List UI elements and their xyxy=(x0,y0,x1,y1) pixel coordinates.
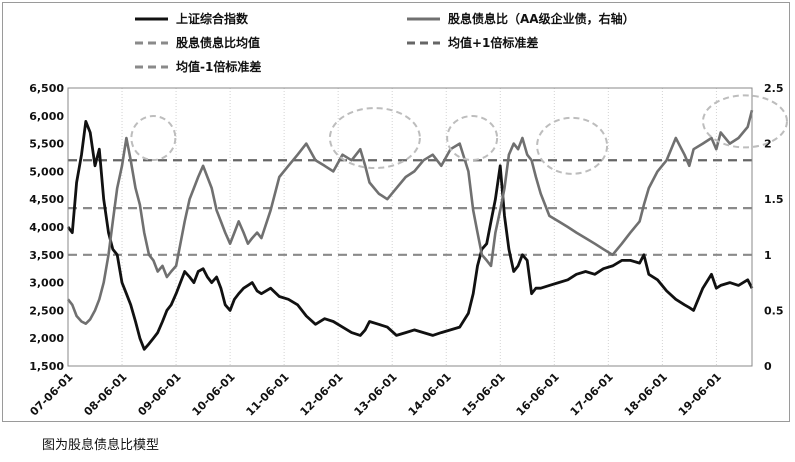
y-right-tick-label: 2 xyxy=(764,138,772,151)
legend-label-ratio: 股息债息比（AA级企业债，右轴） xyxy=(448,11,635,26)
legend-label-shanghai: 上证综合指数 xyxy=(176,11,249,26)
highlight-ellipse xyxy=(701,94,788,149)
y-left-tick-label: 5,000 xyxy=(29,165,64,178)
x-tick-label: 17-06-01 xyxy=(568,370,616,418)
y-right-tick-label: 1 xyxy=(764,249,772,262)
plot-area xyxy=(67,87,753,367)
y-right-tick-label: 1.5 xyxy=(764,193,784,206)
y-left-tick-label: 1,500 xyxy=(29,360,64,373)
x-tick-label: 09-06-01 xyxy=(135,370,183,418)
highlight-ellipses xyxy=(130,94,788,175)
x-tick-label: 19-06-01 xyxy=(676,370,724,418)
highlight-ellipse xyxy=(130,115,177,162)
x-tick-label: 18-06-01 xyxy=(622,370,670,418)
x-tick-label: 13-06-01 xyxy=(352,370,400,418)
figure-caption: 图为股息债息比模型 xyxy=(42,438,160,453)
y-right-tick-label: 0 xyxy=(764,360,772,373)
highlight-ellipse xyxy=(446,115,499,162)
chart: 07-06-01 08-06-01 09-06-01 10-06-01 11-06-01… xyxy=(27,11,788,419)
y-left-tick-label: 5,500 xyxy=(29,138,64,151)
legend-label-mean: 股息债息比均值 xyxy=(176,35,260,50)
axes: 07-06-01 08-06-01 09-06-01 10-06-01 11-06-01… xyxy=(27,82,783,419)
y-left-tick-label: 3,000 xyxy=(29,277,64,290)
x-tick-label: 12-06-01 xyxy=(298,370,346,418)
x-tick-label: 10-06-01 xyxy=(190,370,238,418)
y-right-tick-label: 0.5 xyxy=(764,304,784,317)
highlight-ellipse xyxy=(536,116,609,175)
series-lines xyxy=(66,109,754,351)
x-tick-label: 07-06-01 xyxy=(27,370,75,418)
legend: 上证综合指数 股息债息比（AA级企业债，右轴） 股息债息比均值 均值+1倍标准差… xyxy=(135,11,635,74)
reference-lines xyxy=(67,88,752,366)
y-left-tick-label: 2,000 xyxy=(29,332,64,345)
y-left-tick-label: 6,500 xyxy=(29,82,64,95)
legend-label-plus1: 均值+1倍标准差 xyxy=(448,35,538,50)
series-line-shanghai xyxy=(66,120,754,351)
x-tick-label: 08-06-01 xyxy=(81,370,129,418)
y-left-tick-label: 3,500 xyxy=(29,249,64,262)
y-left-tick-label: 4,000 xyxy=(29,221,64,234)
x-tick-label: 11-06-01 xyxy=(244,370,292,418)
y-left-tick-label: 2,500 xyxy=(29,304,64,317)
highlight-ellipse xyxy=(328,107,421,170)
y-right-tick-label: 2.5 xyxy=(764,82,784,95)
y-left-tick-label: 6,000 xyxy=(29,110,64,123)
x-tick-label: 15-06-01 xyxy=(460,370,508,418)
y-left-tick-label: 4,500 xyxy=(29,193,64,206)
series-line-ratio xyxy=(66,109,754,326)
x-tick-label: 16-06-01 xyxy=(514,370,562,418)
legend-label-minus1: 均值-1倍标准差 xyxy=(176,59,261,74)
x-tick-label: 14-06-01 xyxy=(406,370,454,418)
chart-frame xyxy=(2,2,790,422)
